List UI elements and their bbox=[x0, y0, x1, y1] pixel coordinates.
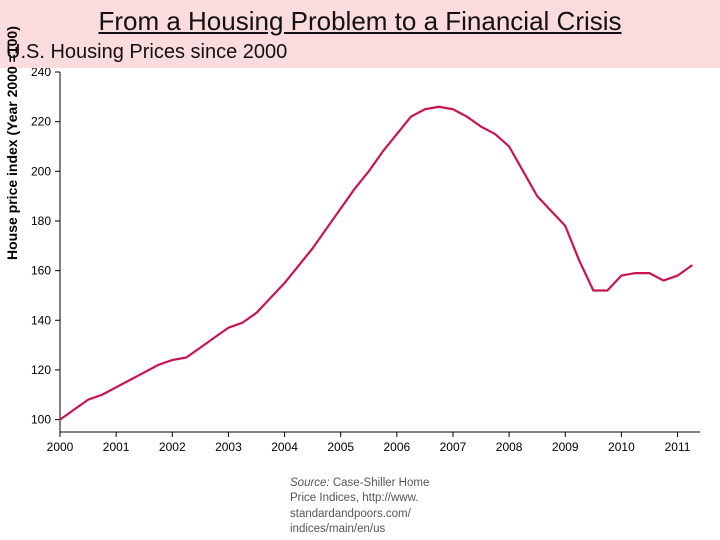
x-tick-label: 2001 bbox=[103, 440, 130, 454]
source-label: Source: bbox=[290, 477, 330, 489]
chart-svg: 100 120 140 160 180 200 220 240 2000 2001 2002 2003… bbox=[0, 68, 720, 478]
source-line-0: Case-Shiller Home bbox=[333, 477, 430, 489]
x-tick-label: 2011 bbox=[665, 440, 691, 454]
x-tick-label: 2000 bbox=[47, 440, 74, 454]
source-line-2: standardandpoors.com/ bbox=[290, 508, 411, 520]
slide-title: From a Housing Problem to a Financial Cr… bbox=[0, 6, 720, 37]
y-tick-label: 160 bbox=[31, 264, 51, 278]
x-tick-label: 2004 bbox=[271, 440, 298, 454]
y-tick-label: 220 bbox=[31, 115, 51, 129]
x-tick-label: 2010 bbox=[608, 440, 635, 454]
x-tick-label: 2005 bbox=[327, 440, 354, 454]
housing-price-chart: House price index (Year 2000 =100) 10012… bbox=[0, 68, 720, 478]
y-tick-label: 140 bbox=[31, 313, 51, 327]
x-tick-label: 2008 bbox=[496, 440, 523, 454]
x-tick-label: 2003 bbox=[215, 440, 242, 454]
source-citation: Source: Case-Shiller Home Price Indices,… bbox=[290, 476, 490, 538]
slide-subtitle: U.S. Housing Prices since 2000 bbox=[6, 41, 720, 64]
x-tick-label: 2006 bbox=[383, 440, 410, 454]
x-tick-label: 2002 bbox=[159, 440, 186, 454]
y-tick-label: 200 bbox=[31, 164, 51, 178]
source-line-1: Price Indices, http://www. bbox=[290, 492, 418, 504]
y-tick-label: 180 bbox=[31, 214, 51, 228]
y-tick-label: 120 bbox=[31, 363, 51, 377]
price-series-line bbox=[60, 107, 692, 420]
header-band: From a Housing Problem to a Financial Cr… bbox=[0, 0, 720, 68]
source-line-3: indices/main/en/us bbox=[290, 523, 385, 535]
y-tick-label: 240 bbox=[31, 68, 51, 79]
x-tick-label: 2009 bbox=[552, 440, 579, 454]
x-tick-label: 2007 bbox=[440, 440, 467, 454]
y-tick-label: 100 bbox=[31, 413, 51, 427]
